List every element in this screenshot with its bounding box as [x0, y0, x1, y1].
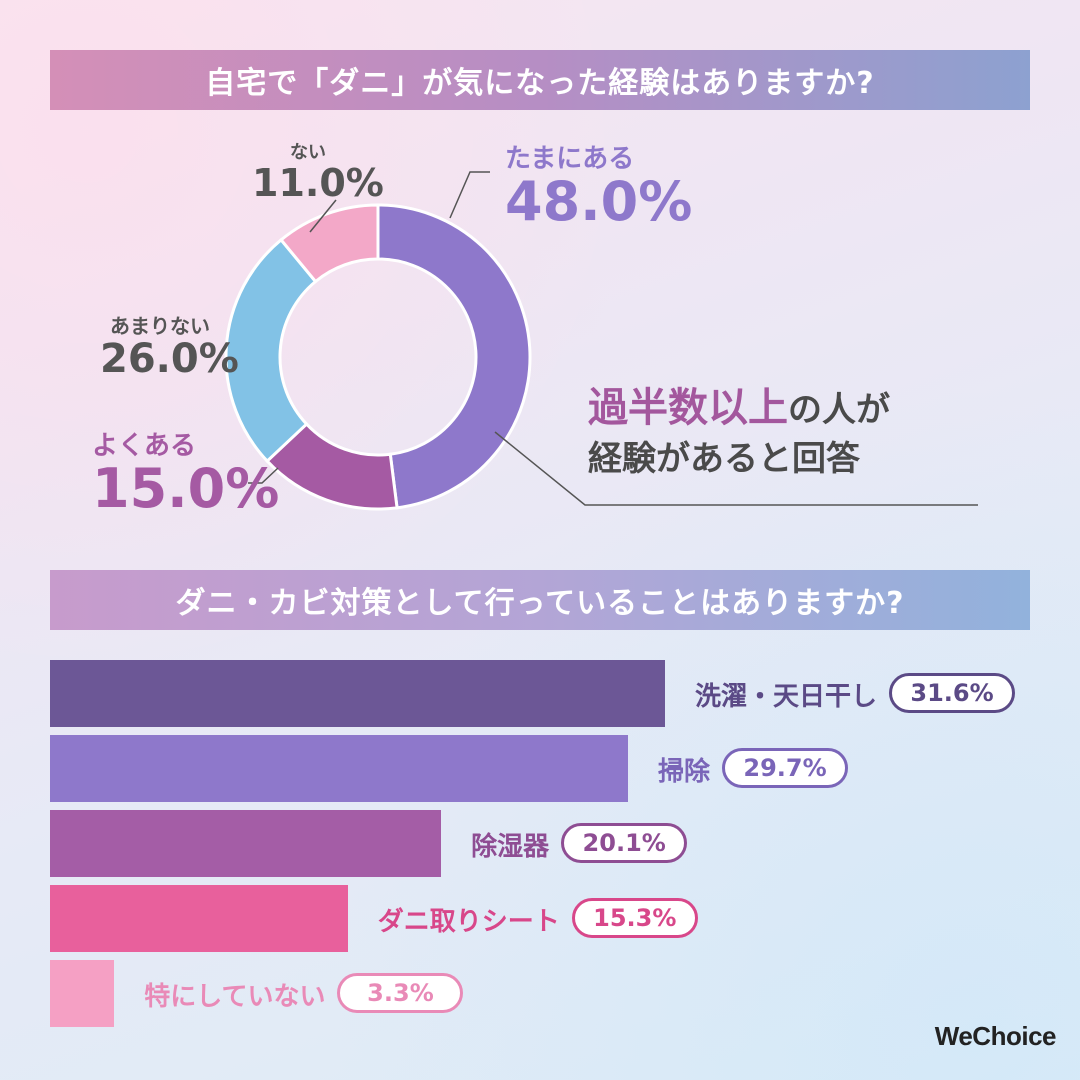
bar-label: 洗濯・天日干し: [695, 682, 878, 712]
donut-label-rarely: あまりない 26.0%: [100, 310, 239, 382]
section1-title-bar: 自宅で「ダニ」が気になった経験はありますか?: [50, 50, 1030, 110]
bar-label: ダニ取りシート: [377, 907, 560, 937]
section2-title: ダニ・カビ対策として行っていることはありますか?: [175, 586, 905, 621]
bar-3: [50, 810, 442, 877]
donut-label-value: 48.0%: [505, 170, 693, 233]
donut-label-value: 11.0%: [252, 161, 384, 205]
callout-highlight: 過半数以上: [588, 385, 788, 431]
donut-label-sometimes: たまにある 48.0%: [505, 138, 692, 229]
bar-2: [50, 735, 629, 802]
bar-label: 除湿器: [471, 832, 550, 862]
bar-5: [50, 960, 115, 1027]
section1-title: 自宅で「ダニ」が気になった経験はありますか?: [205, 66, 875, 101]
donut-chart: [224, 171, 978, 511]
donut-slice-sometimes: [376, 203, 532, 510]
bar-value-pill: 3.3%: [337, 973, 464, 1013]
bar-4: [50, 885, 348, 952]
donut-label-name: あまりない: [110, 314, 210, 338]
leader-never: [309, 199, 337, 233]
bar-label: 掃除: [658, 757, 711, 787]
callout-rest: の人が: [788, 390, 890, 430]
bar-value-pill: 15.3%: [571, 898, 698, 938]
donut-label-value: 15.0%: [92, 457, 280, 520]
donut-label-name: よくある: [92, 431, 197, 461]
bar-label: 特にしていない: [144, 982, 326, 1012]
bar-value-pill: 29.7%: [722, 748, 849, 788]
leader-callout: [494, 431, 978, 506]
section2-title-bar: ダニ・カビ対策として行っていることはありますか?: [50, 570, 1030, 630]
donut-label-name: たまにある: [505, 144, 635, 174]
donut-label-value: 26.0%: [100, 336, 239, 382]
bar-value-pill: 31.6%: [889, 673, 1016, 713]
bar-value-pill: 20.1%: [561, 823, 688, 863]
leader-sometimes: [449, 171, 490, 219]
bar-1: [50, 660, 665, 727]
callout-line2: 経験があると回答: [588, 439, 860, 479]
leader-often: [248, 467, 279, 484]
wechoice-logo: WeChoice: [934, 1021, 1057, 1051]
donut-label-never: ない 11.0%: [252, 138, 384, 205]
donut-slice-rarely: [224, 237, 318, 464]
donut-slice-never: [278, 203, 380, 284]
callout: 過半数以上の人が 経験があると回答: [588, 380, 890, 484]
donut-label-name: ない: [290, 142, 326, 163]
donut-label-often: よくある 15.0%: [92, 425, 279, 516]
